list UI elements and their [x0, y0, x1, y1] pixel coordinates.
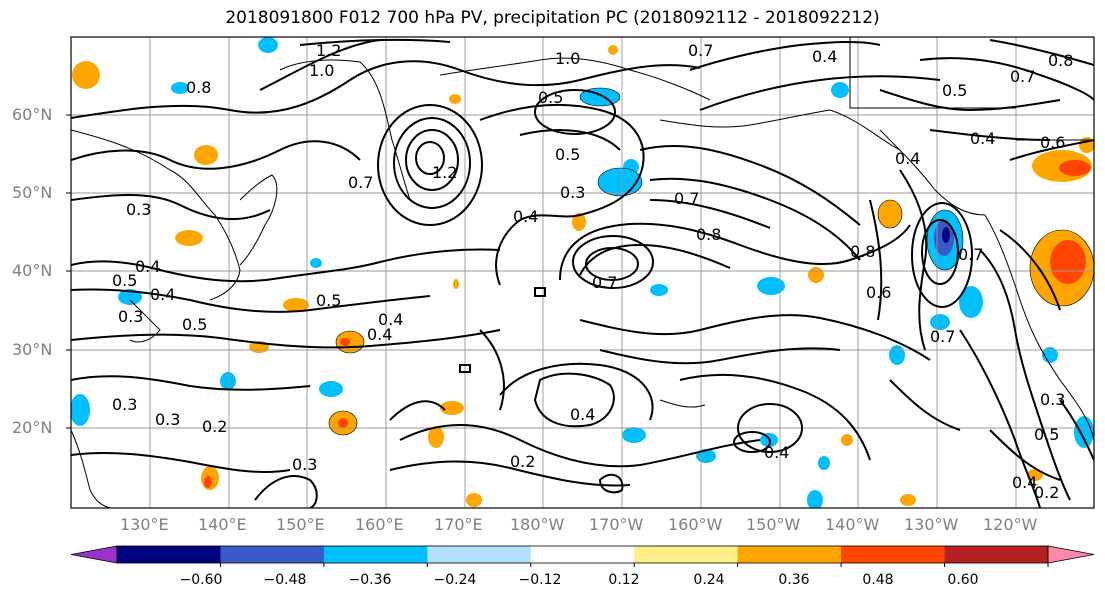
colorbar-label: 0.36 — [778, 572, 810, 588]
lon-label: 140°W — [825, 515, 880, 534]
contour-label: 0.5 — [1034, 425, 1059, 444]
contour-label: 0.4 — [135, 257, 160, 276]
coastlines — [71, 37, 1094, 508]
contour-label: 0.4 — [378, 310, 403, 329]
lat-label: 60°N — [12, 105, 53, 124]
lat-label: 30°N — [12, 340, 53, 359]
lon-label: 150°E — [276, 515, 325, 534]
contour-label: 1.2 — [316, 41, 341, 60]
contour-label: 0.2 — [1034, 483, 1059, 502]
colorbar-swatch — [944, 546, 1049, 563]
contour-label: 0.4 — [970, 129, 995, 148]
contour-label: 1.0 — [309, 61, 334, 80]
lon-label: 130°E — [120, 515, 169, 534]
contour-label: 0.7 — [674, 189, 699, 208]
colorbar-swatch — [530, 546, 635, 563]
contour-label: 0.2 — [202, 417, 227, 436]
contour-label: 0.4 — [367, 325, 392, 344]
contour-label: 0.8 — [850, 242, 875, 261]
contour-label: 0.2 — [510, 452, 535, 471]
map-plot: 1.2 1.0 0.8 1.0 0.7 0.4 0.5 0.8 0.5 0.4 … — [71, 37, 1094, 508]
lon-label: 140°E — [198, 515, 247, 534]
colorbar-swatch — [841, 546, 946, 563]
contour-label: 1.2 — [432, 163, 457, 182]
pv-contours — [71, 38, 1094, 508]
colorbar-label: −0.60 — [179, 572, 223, 588]
contour-label: 0.4 — [1012, 473, 1037, 492]
contour-label: 0.3 — [1040, 390, 1065, 409]
lat-label: 50°N — [12, 183, 53, 202]
colorbar-label: 0.12 — [608, 572, 640, 588]
colorbar-extend-max — [1047, 545, 1095, 564]
map-title: 2018091800 F012 700 hPa PV, precipitatio… — [225, 8, 880, 28]
contour-label: 0.7 — [688, 41, 713, 60]
map-frame — [70, 36, 1095, 509]
colorbar-swatch — [220, 546, 325, 563]
contour-label: 0.3 — [560, 183, 585, 202]
contour-label: 0.5 — [182, 315, 207, 334]
contour-labels: 1.2 1.0 0.8 1.0 0.7 0.4 0.5 0.8 0.5 0.4 … — [112, 41, 1073, 502]
lon-label: 170°E — [434, 515, 483, 534]
contour-label: 0.6 — [1040, 133, 1065, 152]
contour-label: 0.3 — [292, 455, 317, 474]
colorbar-label: 0.60 — [947, 572, 979, 588]
lon-label: 150°W — [746, 515, 801, 534]
contour-label: 0.4 — [895, 149, 920, 168]
contour-label: 0.4 — [513, 207, 538, 226]
colorbar-label: 0.24 — [693, 572, 725, 588]
colorbar-label: −0.48 — [263, 572, 307, 588]
contour-label: 0.5 — [942, 81, 967, 100]
contour-label: 0.3 — [112, 395, 137, 414]
lat-label: 40°N — [12, 261, 53, 280]
contour-label: 1.0 — [555, 49, 580, 68]
colorbar — [70, 545, 1095, 567]
lon-label: 130°W — [904, 515, 959, 534]
colorbar-swatch — [427, 546, 532, 563]
colorbar-swatch — [634, 546, 739, 563]
contour-label: 0.8 — [696, 225, 721, 244]
contour-label: 0.5 — [538, 88, 563, 107]
contour-label: 0.4 — [764, 443, 789, 462]
colorbar-swatch — [117, 546, 221, 563]
contour-label: 0.3 — [155, 410, 180, 429]
contour-label: 0.7 — [348, 173, 373, 192]
colorbar-label: −0.36 — [348, 572, 392, 588]
lon-label: 160°E — [355, 515, 404, 534]
contour-label: 0.7 — [1010, 67, 1035, 86]
colorbar-label: 0.48 — [862, 572, 894, 588]
contour-label: 0.3 — [118, 307, 143, 326]
colorbar-extend-min — [70, 545, 118, 564]
contour-label: 0.5 — [112, 271, 137, 290]
contour-label: 0.7 — [592, 273, 617, 292]
lon-label: 120°W — [983, 515, 1038, 534]
contour-label: 0.5 — [555, 145, 580, 164]
contour-label: 0.4 — [812, 47, 837, 66]
contour-label: 0.7 — [958, 245, 983, 264]
colorbar-frame — [116, 545, 1049, 564]
contour-label: 0.8 — [186, 78, 211, 97]
lat-label: 20°N — [12, 418, 53, 437]
colorbar-label: −0.24 — [433, 572, 477, 588]
colorbar-swatch — [323, 546, 428, 563]
contour-label: 0.6 — [866, 283, 891, 302]
contour-label: 0.8 — [1048, 51, 1073, 70]
lon-label: 170°W — [589, 515, 644, 534]
colorbar-swatch — [737, 546, 842, 563]
contour-label: 0.4 — [150, 285, 175, 304]
shading-outlines — [328, 87, 1094, 436]
contour-label: 0.5 — [316, 291, 341, 310]
contour-label: 0.7 — [930, 327, 955, 346]
contour-label: 0.3 — [126, 200, 151, 219]
lon-label: 160°W — [668, 515, 723, 534]
lon-label: 180°W — [510, 515, 565, 534]
lat-ticks — [66, 114, 71, 429]
colorbar-label: −0.12 — [518, 572, 562, 588]
contour-label: 0.4 — [570, 405, 595, 424]
